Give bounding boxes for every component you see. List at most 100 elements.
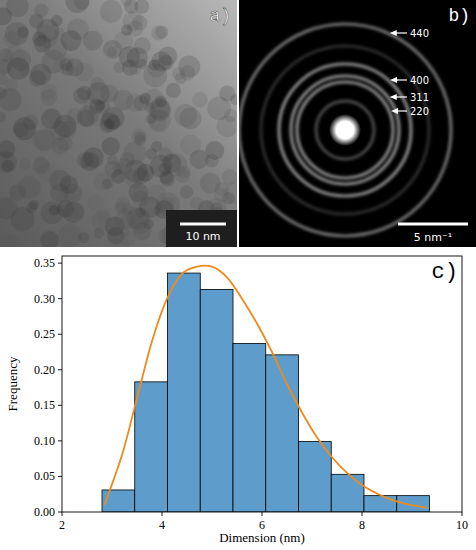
fit-curve: [105, 266, 428, 508]
particle: [175, 104, 198, 127]
ring-arrow-head: [391, 108, 398, 114]
particle: [6, 0, 29, 17]
particle: [54, 115, 76, 137]
particle: [145, 103, 156, 114]
histogram-bar: [299, 442, 332, 512]
particle: [190, 197, 203, 210]
ring: [297, 82, 393, 178]
particle: [29, 200, 39, 210]
particle: [102, 179, 112, 189]
particle: [2, 160, 14, 172]
panel-c: 2468100.000.050.100.150.200.250.300.35Di…: [0, 248, 476, 550]
tem-background: [0, 0, 237, 247]
ring: [291, 76, 399, 184]
particle: [151, 51, 171, 71]
y-axis-title: Frequency: [5, 356, 20, 411]
y-tick: [58, 512, 62, 513]
scale-bar-label: 10 nm: [185, 230, 220, 243]
scale-bar: [180, 223, 226, 226]
particle: [34, 4, 48, 18]
y-tick: [58, 334, 62, 335]
particle: [103, 40, 122, 59]
saed-background: [239, 0, 476, 247]
x-tick-label: 8: [359, 518, 365, 532]
particle: [129, 63, 141, 75]
particle: [61, 30, 82, 51]
particle: [78, 232, 89, 243]
particle: [120, 231, 135, 246]
particle: [33, 157, 50, 174]
x-tick: [462, 512, 463, 516]
panel-letter: c): [432, 260, 458, 285]
histogram-bar: [168, 273, 201, 512]
particle: [67, 202, 84, 219]
particle: [11, 195, 22, 206]
particle: [100, 113, 119, 132]
particle: [139, 93, 151, 105]
plot-frame: [62, 256, 462, 512]
histogram-bar: [266, 355, 299, 512]
y-tick-label: 0.35: [34, 256, 55, 270]
central-spot: [329, 114, 361, 146]
particle: [160, 172, 175, 187]
particle: [100, 0, 123, 23]
particle: [73, 88, 89, 104]
panel-letter: b): [448, 6, 470, 26]
particle: [180, 65, 195, 80]
particle: [40, 83, 57, 100]
particle: [217, 116, 237, 137]
y-tick: [58, 263, 62, 264]
ring-arrow-head: [390, 77, 397, 83]
particle: [113, 90, 134, 111]
x-tick: [262, 512, 263, 516]
particle: [116, 158, 133, 175]
particle: [115, 202, 127, 214]
y-tick-label: 0.20: [34, 363, 55, 377]
particle: [18, 176, 41, 199]
y-tick: [58, 405, 62, 406]
particle: [40, 231, 59, 247]
y-tick-label: 0.30: [34, 292, 55, 306]
particle: [205, 154, 219, 168]
ring-label: 400: [410, 75, 429, 86]
particle: [0, 140, 15, 158]
histogram-bar: [397, 496, 430, 512]
particle: [58, 224, 82, 247]
x-axis-title: Dimension (nm): [219, 530, 305, 545]
ring-arrow-head: [390, 30, 397, 36]
panel-a: [0, 0, 237, 247]
particle: [222, 192, 235, 205]
particle: [83, 30, 103, 50]
particle: [166, 83, 181, 98]
particle: [30, 64, 51, 85]
particle: [7, 57, 29, 79]
x-tick: [162, 512, 163, 516]
x-tick-label: 4: [159, 518, 165, 532]
particle: [83, 147, 104, 168]
ring-label: 220: [410, 106, 429, 117]
particle: [5, 22, 29, 46]
particle: [219, 86, 235, 102]
particle: [192, 92, 208, 108]
ring: [316, 101, 374, 159]
particle: [151, 26, 166, 41]
particle: [66, 58, 84, 76]
x-tick-label: 10: [456, 518, 468, 532]
x-tick: [362, 512, 363, 516]
y-tick-label: 0.10: [34, 434, 55, 448]
particle: [162, 154, 181, 173]
particle: [60, 176, 78, 194]
particle: [0, 87, 7, 99]
particle: [49, 205, 60, 216]
particle: [132, 191, 148, 207]
chart-background: [0, 248, 476, 550]
particle: [135, 131, 146, 142]
ring-arrow-head: [390, 94, 397, 100]
particle: [114, 62, 125, 73]
panel-letter: a): [209, 6, 231, 26]
particle: [0, 112, 6, 123]
y-tick-label: 0.00: [34, 505, 55, 519]
panel-b: 4404003112205 nm⁻¹b): [239, 0, 476, 247]
particle: [5, 79, 18, 92]
y-tick-label: 0.25: [34, 327, 55, 341]
